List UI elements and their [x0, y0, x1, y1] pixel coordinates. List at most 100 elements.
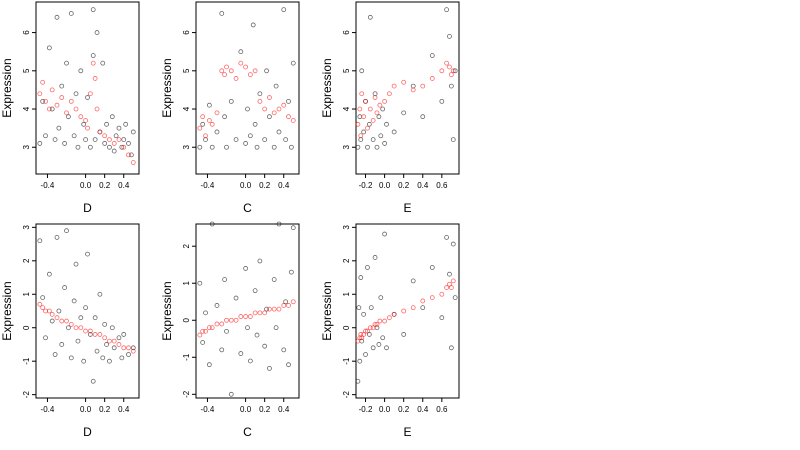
y-tick-label: 5 — [22, 68, 31, 73]
fitted-point — [372, 321, 378, 327]
observed-point — [214, 303, 220, 308]
observed-point — [126, 352, 131, 357]
fitted-point — [224, 317, 229, 323]
fitted-point — [290, 118, 296, 123]
fitted-point — [68, 98, 74, 104]
fitted-point — [126, 152, 131, 158]
observed-point — [222, 114, 228, 120]
observed-point — [365, 265, 370, 270]
observed-point — [247, 358, 253, 364]
fitted-point — [92, 332, 98, 337]
fitted-point — [271, 110, 277, 116]
observed-point — [200, 340, 206, 345]
plot-frame — [35, 1, 140, 175]
observed-point — [267, 365, 272, 371]
fitted-point — [372, 95, 378, 100]
observed-point — [439, 315, 445, 321]
x-tick-label: -0.4 — [41, 405, 55, 414]
fitted-point — [90, 60, 96, 66]
observed-point — [111, 148, 117, 154]
x-tick-label: 0.2 — [398, 181, 410, 190]
fitted-point — [121, 345, 127, 351]
chart-panel-2: -0.4 0.0 0.2 0.4 3 4 5 6 C Expression — [160, 1, 300, 215]
fitted-point — [233, 317, 239, 323]
observed-point — [444, 7, 450, 13]
observed-point — [130, 345, 136, 351]
observed-point — [264, 306, 269, 312]
fitted-point — [358, 133, 364, 139]
observed-point — [273, 83, 279, 89]
observed-point — [75, 144, 81, 150]
observed-point — [49, 318, 55, 324]
x-tick-label: 0.0 — [80, 181, 92, 190]
observed-point — [378, 133, 384, 139]
observed-point — [81, 121, 87, 127]
fitted-point — [130, 348, 136, 354]
fitted-point — [64, 318, 69, 324]
x-tick-label: -0.4 — [41, 181, 55, 190]
y-tick-label: 3 — [342, 225, 351, 230]
fitted-point — [233, 76, 239, 81]
fitted-point — [361, 114, 367, 120]
observed-point — [447, 271, 452, 277]
observed-point — [290, 225, 296, 231]
observed-point — [288, 144, 294, 150]
observed-point — [59, 342, 65, 347]
fitted-point — [85, 125, 90, 131]
x-tick-label: 0.0 — [240, 405, 252, 414]
observed-point — [271, 144, 277, 150]
fitted-point — [377, 102, 383, 108]
x-tick-label: -0.4 — [201, 405, 215, 414]
observed-point — [410, 83, 416, 89]
fitted-point — [365, 125, 370, 131]
observed-point — [46, 45, 52, 51]
fitted-point — [43, 98, 48, 104]
x-axis-title: E — [403, 425, 411, 439]
observed-point — [355, 378, 361, 384]
observed-point — [288, 269, 294, 275]
x-axis-title: D — [83, 201, 92, 215]
observed-point — [121, 332, 127, 337]
y-axis-title: Expression — [320, 58, 334, 117]
observed-point — [90, 378, 96, 384]
observed-point — [56, 125, 62, 131]
observed-point — [452, 68, 458, 74]
observed-point — [283, 137, 289, 143]
fitted-point — [102, 133, 108, 139]
plot-frame — [195, 223, 300, 399]
fitted-point — [219, 321, 225, 327]
observed-point — [429, 53, 435, 58]
observed-point — [121, 137, 127, 143]
observed-point — [128, 152, 134, 158]
observed-point — [68, 355, 74, 361]
observed-point — [367, 14, 373, 20]
fitted-point — [290, 299, 296, 305]
observed-point — [66, 325, 71, 331]
fitted-point — [111, 141, 117, 146]
x-axis-title: D — [83, 425, 92, 439]
observed-point — [46, 271, 52, 277]
observed-point — [62, 141, 68, 146]
observed-point — [382, 231, 388, 237]
fitted-point — [243, 64, 248, 70]
observed-point — [361, 311, 367, 317]
observed-point — [197, 280, 203, 286]
fitted-point — [374, 321, 380, 327]
observed-point — [52, 352, 58, 357]
fitted-point — [252, 68, 258, 74]
fitted-point — [276, 306, 282, 312]
observed-point — [401, 332, 407, 337]
fitted-point — [357, 335, 363, 341]
y-tick-label: 4 — [182, 106, 191, 111]
fitted-point — [43, 308, 48, 314]
fitted-point — [267, 95, 272, 100]
observed-point — [257, 258, 263, 264]
observed-point — [71, 298, 77, 304]
observed-point — [361, 129, 367, 135]
observed-point — [368, 305, 374, 311]
chart-panel-1: -0.4 0.0 0.2 0.4 3 4 5 6 D Expression — [0, 1, 140, 215]
observed-point — [119, 144, 125, 150]
fitted-point — [83, 118, 88, 123]
fitted-point — [386, 315, 392, 321]
fitted-point — [59, 95, 65, 100]
